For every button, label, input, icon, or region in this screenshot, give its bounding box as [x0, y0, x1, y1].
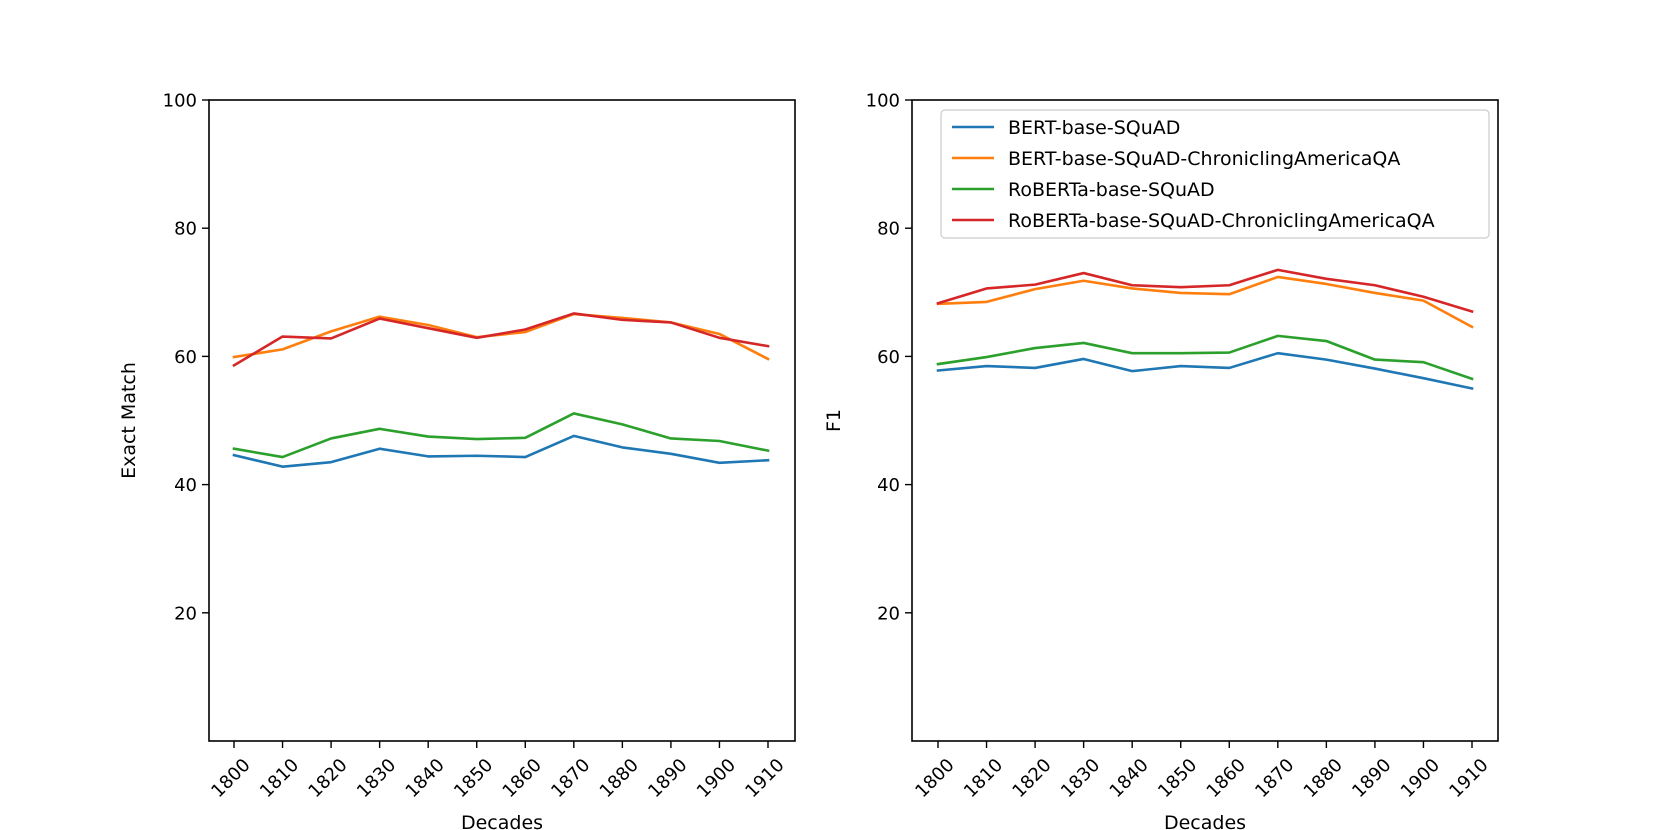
legend: BERT-base-SQuAD BERT-base-SQuAD-Chronicli…: [940, 109, 1490, 239]
x-tick-label: 1870: [547, 755, 594, 802]
x-axis-label: Decades: [1164, 812, 1246, 830]
x-tick-label: 1850: [1154, 755, 1201, 802]
x-tick-label: 1800: [207, 755, 254, 802]
x-tick-label: 1840: [1106, 755, 1153, 802]
series-line-1-3: [232, 412, 770, 459]
x-tick-label: 1910: [1445, 755, 1492, 802]
x-tick-label: 1830: [353, 755, 400, 802]
y-tick-label: 20: [877, 603, 900, 624]
x-tick-label: 1850: [450, 755, 497, 802]
y-tick-label: 20: [174, 603, 197, 624]
series-line-2-2: [936, 275, 1474, 329]
x-tick-label: 1890: [1348, 755, 1395, 802]
x-axis-label: Decades: [461, 812, 543, 830]
x-tick-label: 1830: [1057, 755, 1104, 802]
y-tick-label: 100: [866, 91, 900, 112]
y-tick-label: 100: [163, 91, 197, 112]
series-line-1-4: [232, 312, 770, 368]
y-tick-label: 40: [877, 475, 900, 496]
legend-entry: BERT-base-SQuAD: [1008, 117, 1180, 139]
legend-entry: BERT-base-SQuAD-ChroniclingAmericaQA: [1008, 148, 1400, 170]
x-tick-label: 1800: [911, 755, 958, 802]
x-tick-label: 1910: [741, 755, 788, 802]
legend-entry: RoBERTa-base-SQuAD-ChroniclingAmericaQA: [1008, 210, 1435, 232]
y-tick-label: 60: [174, 347, 197, 368]
x-tick-label: 1880: [596, 755, 643, 802]
x-tick-label: 1870: [1251, 755, 1298, 802]
x-tick-label: 1900: [1397, 755, 1444, 802]
y-tick-label: 60: [877, 347, 900, 368]
axes-frame: [911, 99, 1499, 742]
y-axis-label: F1: [823, 409, 845, 432]
y-tick-label: 80: [877, 219, 900, 240]
legend-entry: RoBERTa-base-SQuAD: [1008, 179, 1215, 201]
series-line-2-3: [936, 334, 1474, 381]
x-tick-label: 1890: [644, 755, 691, 802]
x-tick-label: 1860: [499, 755, 546, 802]
y-tick-label: 40: [174, 475, 197, 496]
y-axis-label: Exact Match: [118, 362, 140, 479]
x-tick-label: 1820: [304, 755, 351, 802]
series-line-2-1: [936, 351, 1474, 390]
x-tick-label: 1840: [402, 755, 449, 802]
x-tick-label: 1900: [693, 755, 740, 802]
series-line-2-4: [936, 268, 1474, 314]
y-tick-label: 80: [174, 219, 197, 240]
x-tick-label: 1810: [256, 755, 303, 802]
x-tick-label: 1860: [1203, 755, 1250, 802]
series-line-1-1: [232, 434, 770, 468]
legend-box: [940, 109, 1490, 239]
x-tick-label: 1820: [1008, 755, 1055, 802]
axes-frame: [208, 99, 796, 742]
x-tick-label: 1810: [960, 755, 1007, 802]
x-tick-label: 1880: [1300, 755, 1347, 802]
